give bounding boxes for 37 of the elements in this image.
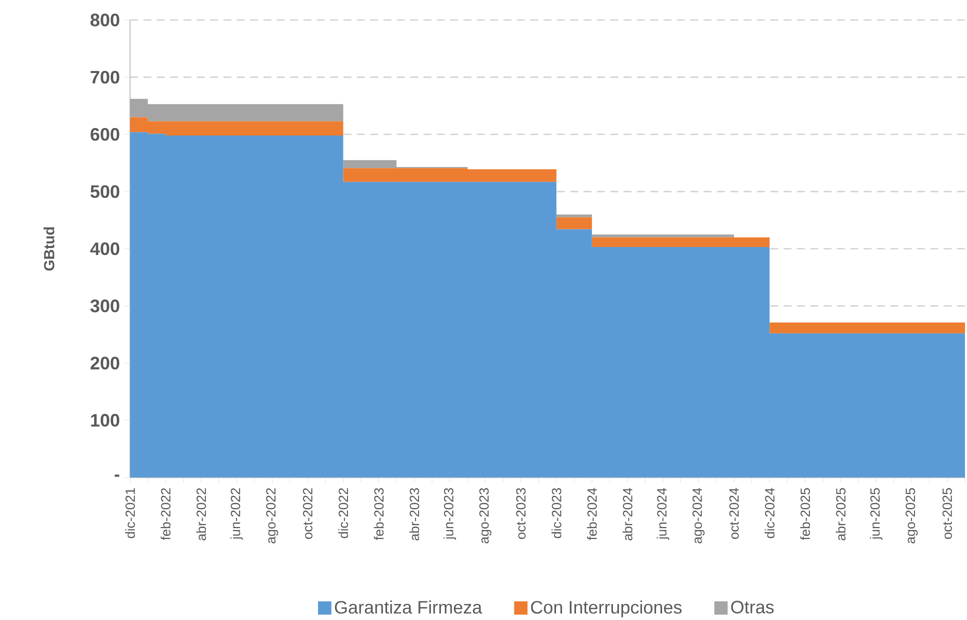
x-tick-label: feb-2022 [160, 488, 170, 540]
y-tick-label: - [114, 474, 120, 477]
x-tick-label: jun-2022 [230, 488, 243, 540]
x-tick-label: feb-2023 [374, 488, 384, 540]
y-tick-label: 400 [90, 242, 120, 256]
legend-label: Garantiza Firmeza [334, 600, 482, 614]
legend-label: Con Interrupciones [531, 600, 682, 618]
x-tick-label: ago-2024 [692, 488, 705, 544]
x-tick-label: dic-2022 [338, 488, 348, 538]
x-tick-label: ago-2025 [906, 488, 918, 544]
x-tick-label: jun-2025 [870, 488, 882, 540]
x-tick-label: feb-2025 [800, 488, 810, 540]
x-tick-label: oct-2025 [942, 488, 952, 539]
x-tick-label: oct-2024 [729, 488, 739, 539]
x-tick-label: dic-2024 [764, 488, 774, 538]
x-tick-label: oct-2023 [516, 488, 526, 539]
legend-label: Otras [731, 600, 774, 614]
x-tick-label: abr-2023 [409, 488, 420, 540]
x-tick-label: oct-2022 [302, 488, 312, 539]
x-tick-label: feb-2024 [587, 488, 597, 540]
y-tick-label: 200 [90, 356, 120, 370]
y-tick-label: 500 [90, 185, 120, 198]
x-tick-label: abr-2025 [836, 488, 846, 540]
y-tick-label: 600 [90, 128, 120, 141]
x-tick-label: ago-2023 [479, 488, 492, 544]
x-tick-label: abr-2024 [622, 488, 632, 540]
y-axis-title: GBtud [44, 227, 54, 270]
y-tick-label: 800 [90, 14, 120, 26]
y-tick-label: 300 [90, 299, 120, 312]
y-tick-label: 700 [90, 70, 120, 84]
x-tick-label: jun-2024 [656, 488, 670, 540]
x-tick-label: abr-2022 [196, 488, 206, 540]
x-tick-label: jun-2023 [444, 488, 456, 540]
y-tick-label: 100 [91, 414, 120, 427]
x-tick-label: ago-2022 [266, 488, 278, 544]
x-tick-label: dic-2021 [125, 488, 135, 538]
x-tick-label: dic-2023 [552, 488, 562, 538]
